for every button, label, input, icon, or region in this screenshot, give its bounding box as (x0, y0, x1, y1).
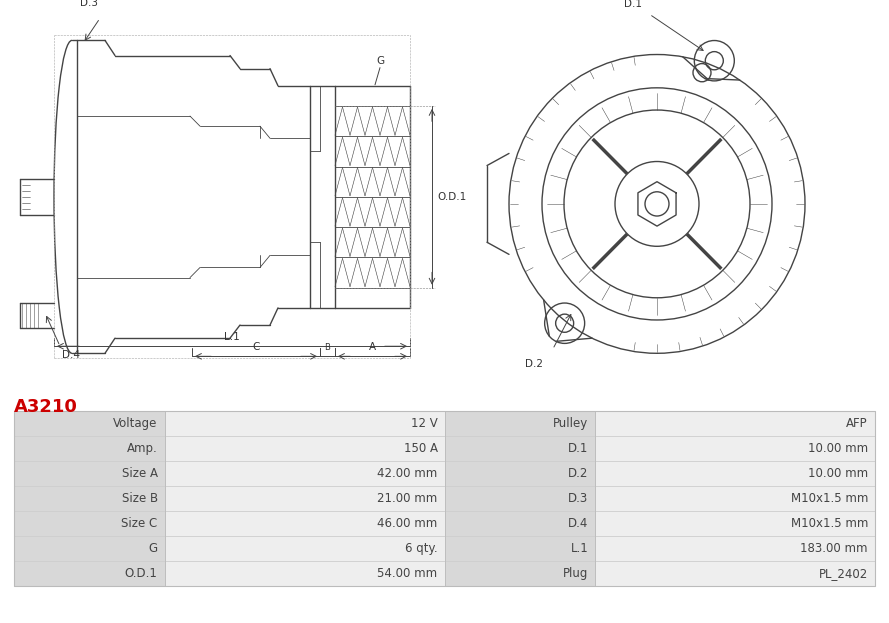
Text: D.2: D.2 (568, 467, 589, 480)
Text: L.1: L.1 (571, 542, 589, 555)
Text: D.3: D.3 (568, 492, 589, 505)
Text: Voltage: Voltage (113, 417, 157, 429)
Text: Plug: Plug (563, 567, 589, 580)
Bar (164, 486, 444, 511)
Bar (444, 460, 595, 486)
Bar (444, 536, 595, 561)
Text: D.4: D.4 (568, 517, 589, 530)
Bar (14, 536, 164, 561)
Text: A3210: A3210 (14, 397, 78, 416)
Bar (164, 536, 444, 561)
Text: 42.00 mm: 42.00 mm (377, 467, 437, 480)
Text: 6 qty.: 6 qty. (404, 542, 437, 555)
Bar (595, 435, 875, 460)
Text: 10.00 mm: 10.00 mm (808, 467, 868, 480)
Text: L.1: L.1 (224, 332, 240, 342)
Bar (444, 411, 595, 435)
Text: G: G (376, 55, 384, 65)
Bar (164, 435, 444, 460)
Bar (14, 435, 164, 460)
Text: A: A (369, 342, 376, 352)
Text: D.3: D.3 (80, 0, 98, 8)
Text: PL_2402: PL_2402 (819, 567, 868, 580)
Text: 21.00 mm: 21.00 mm (377, 492, 437, 505)
Bar (14, 411, 164, 435)
Bar (444, 511, 595, 536)
Text: Pulley: Pulley (553, 417, 589, 429)
Text: Amp.: Amp. (127, 442, 157, 455)
Text: O.D.1: O.D.1 (437, 192, 466, 202)
Text: 12 V: 12 V (411, 417, 437, 429)
Bar (595, 511, 875, 536)
Text: 10.00 mm: 10.00 mm (808, 442, 868, 455)
Text: Size C: Size C (122, 517, 157, 530)
Bar (595, 460, 875, 486)
Text: M10x1.5 mm: M10x1.5 mm (790, 492, 868, 505)
Bar (444, 435, 595, 460)
Bar (14, 460, 164, 486)
Bar (164, 561, 444, 586)
Bar (164, 511, 444, 536)
Text: D.1: D.1 (624, 0, 643, 9)
Bar (595, 486, 875, 511)
Text: C: C (252, 342, 260, 352)
Text: 150 A: 150 A (404, 442, 437, 455)
Text: D.1: D.1 (568, 442, 589, 455)
Text: 46.00 mm: 46.00 mm (377, 517, 437, 530)
Text: 183.00 mm: 183.00 mm (800, 542, 868, 555)
Text: B: B (324, 343, 331, 352)
Text: Size A: Size A (122, 467, 157, 480)
Text: D.2: D.2 (525, 359, 542, 369)
Bar (14, 511, 164, 536)
Text: O.D.1: O.D.1 (124, 567, 157, 580)
Bar (14, 486, 164, 511)
Text: G: G (148, 542, 157, 555)
Bar (444, 486, 595, 511)
Bar (444, 561, 595, 586)
Bar (14, 561, 164, 586)
Text: 54.00 mm: 54.00 mm (377, 567, 437, 580)
Bar (595, 411, 875, 435)
Bar (595, 536, 875, 561)
Bar (164, 460, 444, 486)
Bar (14, 411, 875, 586)
Text: Size B: Size B (122, 492, 157, 505)
Text: M10x1.5 mm: M10x1.5 mm (790, 517, 868, 530)
Text: D.4: D.4 (62, 350, 80, 360)
Bar (595, 561, 875, 586)
Text: AFP: AFP (846, 417, 868, 429)
Bar (164, 411, 444, 435)
